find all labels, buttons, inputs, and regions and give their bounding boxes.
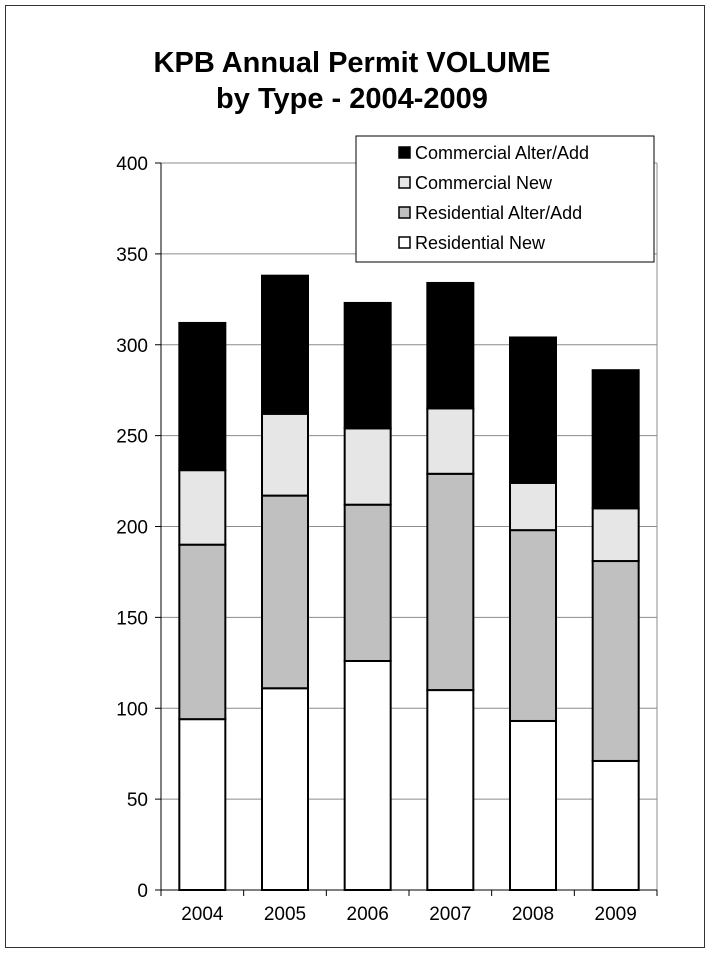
bar-2005-commercial-alter-add	[261, 274, 309, 415]
legend-label-residential-alter-add: Residential Alter/Add	[415, 203, 582, 223]
y-tick-label-50: 50	[127, 790, 148, 811]
bar-2006-commercial-new	[343, 427, 392, 506]
legend-label-commercial-new: Commercial New	[415, 173, 553, 193]
legend: Commercial Alter/Add Commercial New Reside…	[355, 135, 655, 263]
bar-2005-residential-alter-add	[261, 494, 309, 690]
bar-2004-commercial-alter-add	[178, 321, 227, 472]
bar-2006-residential-new	[343, 659, 392, 891]
bar-2004-commercial-new	[178, 469, 227, 546]
bar-2005-residential-new	[261, 687, 309, 891]
bar-2007-commercial-alter-add	[426, 281, 475, 410]
x-tick-labels: 2004 2005 2006 2007 2008 2009	[181, 904, 637, 925]
x-tick-label-2008: 2008	[512, 904, 554, 925]
bar-2008-residential-new	[509, 719, 557, 891]
bar-2006-residential-alter-add	[343, 503, 392, 662]
y-tick-label-350: 350	[116, 245, 148, 266]
legend-swatch-commercial-new	[398, 176, 411, 189]
y-tick-label-300: 300	[116, 336, 148, 357]
legend-swatch-residential-alter-add	[398, 206, 411, 219]
bar-2007-residential-new	[426, 689, 475, 892]
chart-title-line-1: KPB Annual Permit VOLUME	[154, 47, 551, 79]
legend-swatch-commercial-alter-add	[398, 146, 411, 159]
bar-2008-commercial-alter-add	[509, 336, 557, 484]
bar-2009-commercial-alter-add	[591, 369, 640, 510]
bars	[178, 274, 640, 892]
y-tick-labels: 0 50 100 150 200 250 300 350 400	[116, 154, 148, 902]
legend-items: Commercial Alter/Add Commercial New Reside…	[398, 143, 589, 253]
bar-2008-residential-alter-add	[509, 529, 557, 722]
y-tick-label-150: 150	[116, 608, 148, 629]
bar-2009-commercial-new	[591, 507, 640, 563]
legend-swatch-residential-new	[398, 236, 411, 249]
x-tick-label-2009: 2009	[595, 904, 637, 925]
bar-2008-commercial-new	[509, 481, 557, 532]
x-tick-label-2007: 2007	[429, 904, 471, 925]
chart-title-line-2: by Type - 2004-2009	[216, 83, 488, 115]
bar-2005-commercial-new	[261, 412, 309, 497]
y-tick-label-250: 250	[116, 427, 148, 448]
x-tick-label-2005: 2005	[264, 904, 306, 925]
y-tick-label-100: 100	[116, 699, 148, 720]
bar-2006-commercial-alter-add	[343, 301, 392, 430]
bar-2004-residential-new	[178, 718, 227, 892]
legend-label-commercial-alter-add: Commercial Alter/Add	[415, 143, 589, 163]
bar-2004-residential-alter-add	[178, 543, 227, 721]
y-tick-label-0: 0	[137, 881, 148, 902]
x-tick-label-2004: 2004	[181, 904, 224, 925]
y-tick-label-400: 400	[116, 154, 148, 175]
axes	[155, 162, 658, 896]
x-tick-label-2006: 2006	[347, 904, 389, 925]
y-tick-label-200: 200	[116, 518, 148, 539]
bar-2007-commercial-new	[426, 407, 475, 475]
bar-2007-residential-alter-add	[426, 472, 475, 692]
bar-2009-residential-new	[591, 759, 640, 892]
bar-2009-residential-alter-add	[591, 560, 640, 762]
legend-label-residential-new: Residential New	[415, 233, 546, 253]
